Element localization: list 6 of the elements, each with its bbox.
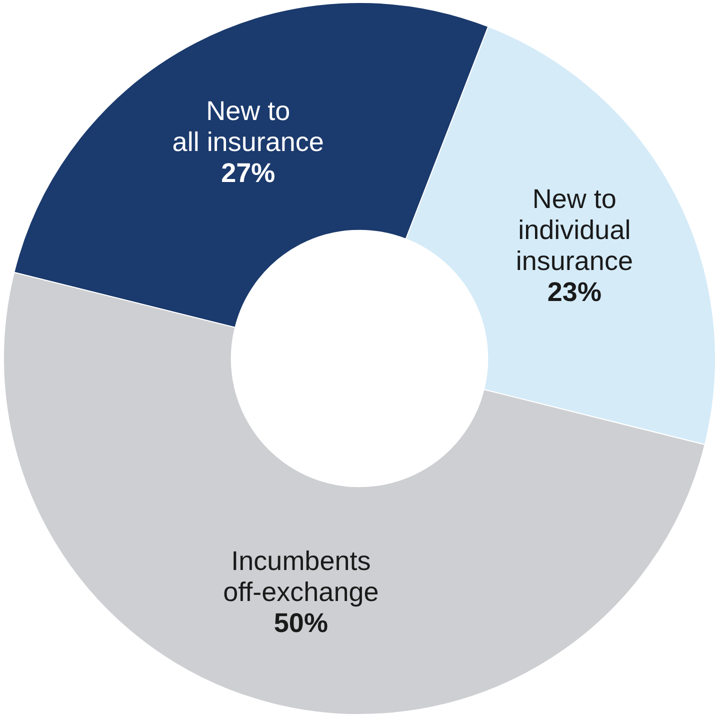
slice-label: Incumbents off-exchange <box>223 546 379 607</box>
data-label: 50% <box>274 608 328 638</box>
slice-label: New to individual insurance <box>516 184 633 276</box>
data-label: 23% <box>547 277 602 308</box>
slice-label: New to all insurance <box>172 96 324 158</box>
data-label: 27% <box>221 158 276 188</box>
